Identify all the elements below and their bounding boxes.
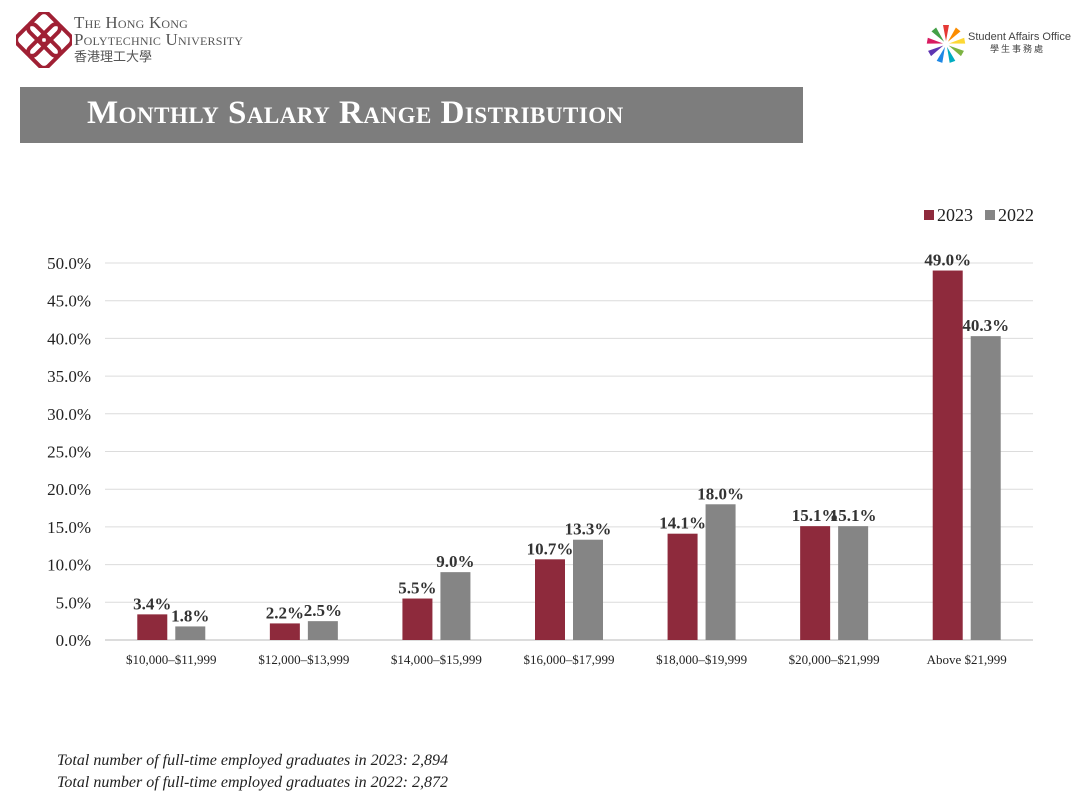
footnote-2022: Total number of full-time employed gradu… — [57, 774, 448, 791]
footnotes: Total number of full-time employed gradu… — [57, 750, 448, 794]
bar-2023 — [535, 559, 565, 640]
data-label-2023: 15.1% — [792, 506, 839, 525]
bar-2023 — [667, 533, 698, 640]
bar-2022 — [970, 336, 1001, 640]
y-tick-label: 0.0% — [56, 631, 91, 650]
title-bar: Monthly Salary Range Distribution — [20, 87, 803, 143]
data-label-2023: 49.0% — [924, 251, 971, 270]
bar-2022 — [838, 526, 869, 640]
x-tick-label: $18,000–$19,999 — [656, 652, 747, 667]
x-axis-tick-labels: $10,000–$11,999 $12,000–$13,999 $14,000–$1… — [126, 652, 1007, 667]
x-tick-label: Above $21,999 — [927, 652, 1007, 667]
y-tick-label: 45.0% — [47, 292, 91, 311]
legend-label-2022: 2022 — [998, 205, 1034, 225]
bar-2022 — [573, 539, 603, 640]
data-label-2022: 40.3% — [962, 316, 1009, 335]
university-name-zh: 香港理工大學 — [74, 50, 153, 65]
legend-label-2023: 2023 — [937, 205, 973, 225]
x-tick-label: $12,000–$13,999 — [258, 652, 349, 667]
data-label-2022: 18.0% — [697, 484, 744, 503]
bar-2023 — [269, 623, 300, 640]
y-tick-label: 10.0% — [47, 556, 91, 575]
sao-wordmark: Student Affairs Office 學生事務處 — [968, 31, 1071, 57]
university-name-line1: The Hong Kong — [74, 13, 189, 32]
polyu-logo: The Hong Kong Polytechnic University 香港理… — [16, 12, 276, 70]
x-tick-label: $10,000–$11,999 — [126, 652, 217, 667]
page-title: Monthly Salary Range Distribution — [87, 95, 624, 131]
bar-2023 — [137, 614, 168, 640]
office-name-zh: 學生事務處 — [990, 45, 1046, 55]
y-tick-label: 25.0% — [47, 443, 91, 462]
x-tick-label: $16,000–$17,999 — [524, 652, 615, 667]
footnote-2023: Total number of full-time employed gradu… — [57, 752, 448, 769]
polyu-emblem-icon — [16, 12, 72, 68]
data-label-2023: 2.2% — [266, 603, 304, 622]
bar-2023 — [402, 598, 433, 640]
x-tick-label: $14,000–$15,999 — [391, 652, 482, 667]
legend-swatch-2023 — [924, 210, 934, 220]
bar-2022 — [440, 572, 471, 640]
y-tick-label: 50.0% — [47, 254, 91, 273]
sao-logo: Student Affairs Office 學生事務處 — [924, 22, 1074, 66]
gridlines — [105, 262, 1033, 641]
data-label-2022: 1.8% — [171, 606, 209, 625]
y-tick-label: 5.0% — [56, 593, 91, 612]
y-tick-label: 30.0% — [47, 405, 91, 424]
bar-2022 — [175, 626, 206, 640]
y-tick-label: 15.0% — [47, 518, 91, 537]
data-label-2023: 3.4% — [133, 594, 171, 613]
starburst-icon — [926, 25, 966, 63]
legend-swatch-2022 — [985, 210, 995, 220]
bar-2023 — [800, 526, 831, 640]
y-tick-label: 20.0% — [47, 480, 91, 499]
x-tick-label: $20,000–$21,999 — [789, 652, 880, 667]
bar-2022 — [307, 621, 338, 640]
y-tick-label: 35.0% — [47, 367, 91, 386]
data-label-2023: 14.1% — [659, 514, 706, 533]
university-name-line2: Polytechnic University — [74, 30, 244, 49]
y-axis-tick-labels: 0.0% 5.0% 10.0% 15.0% 20.0% 25.0% 30.0% 35.0% 40… — [47, 254, 91, 650]
legend: 2023 2022 — [924, 205, 1034, 225]
data-label-2022: 15.1% — [830, 506, 877, 525]
data-label-2022: 2.5% — [304, 601, 342, 620]
data-label-2023: 5.5% — [398, 579, 436, 598]
data-labels: 3.4%1.8% 2.2% 2.5% 5.5%9.0% 10.7%13.3% 14.1% 1… — [133, 251, 1009, 626]
y-tick-label: 40.0% — [47, 329, 91, 348]
bars — [137, 270, 1001, 640]
data-label-2022: 9.0% — [436, 552, 474, 571]
polyu-wordmark: The Hong Kong Polytechnic University 香港理… — [74, 14, 243, 67]
bar-2022 — [705, 504, 736, 640]
office-name-en: Student Affairs Office — [968, 31, 1071, 43]
data-label-2023: 10.7% — [527, 539, 574, 558]
bar-2023 — [932, 270, 963, 640]
data-label-2022: 13.3% — [565, 520, 612, 539]
salary-bar-chart: 0.0% 5.0% 10.0% 15.0% 20.0% 25.0% 30.0% 35.0% 40… — [47, 205, 1034, 667]
